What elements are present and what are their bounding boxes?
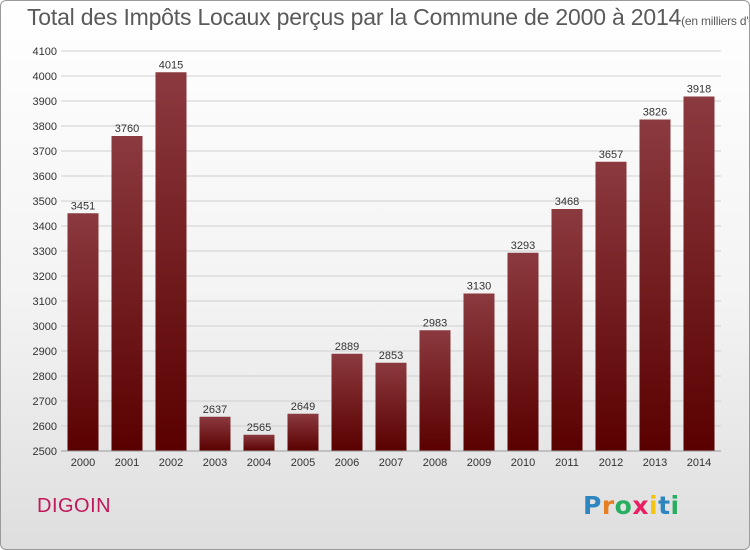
- bar-2008: [419, 330, 451, 451]
- y-tick-label: 3300: [33, 246, 57, 258]
- x-tick-label: 2000: [71, 457, 95, 469]
- bar-value-label: 2649: [291, 401, 315, 413]
- x-tick-label: 2014: [687, 457, 711, 469]
- bar-value-label: 3918: [687, 84, 711, 96]
- bar-2010: [507, 252, 539, 451]
- logo-letter: t: [658, 491, 671, 520]
- bar-value-label: 3657: [599, 149, 623, 161]
- bar-value-label: 3760: [115, 123, 139, 135]
- y-tick-label: 2600: [33, 421, 57, 433]
- logo-letter: i: [670, 491, 680, 520]
- y-tick-label: 3700: [33, 146, 57, 158]
- logo-letter: x: [632, 491, 649, 520]
- logo-letter: r: [601, 491, 615, 520]
- bar-2002: [155, 72, 187, 451]
- x-tick-label: 2004: [247, 457, 271, 469]
- x-tick-label: 2006: [335, 457, 359, 469]
- bar-value-label: 3130: [467, 281, 491, 293]
- x-tick-label: 2012: [599, 457, 623, 469]
- bar-value-label: 3293: [511, 240, 535, 252]
- bar-2009: [463, 293, 495, 451]
- y-tick-label: 2800: [33, 371, 57, 383]
- bar-2012: [595, 161, 627, 451]
- bar-value-label: 3451: [71, 200, 95, 212]
- x-tick-label: 2007: [379, 457, 403, 469]
- y-tick-label: 3500: [33, 196, 57, 208]
- bar-value-label: 2983: [423, 317, 447, 329]
- y-tick-label: 3600: [33, 171, 57, 183]
- y-tick-label: 4100: [33, 46, 57, 58]
- bar-value-label: 2565: [247, 422, 271, 434]
- bar-value-label: 3826: [643, 107, 667, 119]
- y-tick-label: 3200: [33, 271, 57, 283]
- y-tick-label: 2900: [33, 346, 57, 358]
- logo-letter: i: [649, 491, 659, 520]
- x-tick-label: 2001: [115, 457, 139, 469]
- bar-value-label: 3468: [555, 196, 579, 208]
- bar-value-label: 2637: [203, 404, 227, 416]
- bars: 3451 3760 4015 2637 2565 2649 2889 2853 2983 3130…: [67, 59, 715, 451]
- x-tick-label: 2002: [159, 457, 183, 469]
- bar-value-label: 4015: [159, 59, 183, 71]
- x-tick-label: 2003: [203, 457, 227, 469]
- bar-value-label: 2853: [379, 350, 403, 362]
- y-tick-label: 3100: [33, 296, 57, 308]
- bar-2007: [375, 362, 407, 451]
- y-tick-label: 3000: [33, 321, 57, 333]
- y-tick-label: 2500: [33, 446, 57, 458]
- bar-2013: [639, 119, 671, 451]
- chart-title-text: Total des Impôts Locaux perçus par la Co…: [27, 4, 682, 30]
- bar-2000: [67, 213, 99, 451]
- x-tick-label: 2008: [423, 457, 447, 469]
- chart-unit: (en milliers d'€): [681, 14, 749, 28]
- x-tick-label: 2009: [467, 457, 491, 469]
- logo-letter: o: [614, 491, 633, 520]
- x-tick-label: 2011: [555, 457, 579, 469]
- bar-2011: [551, 209, 583, 451]
- y-tick-label: 2700: [33, 396, 57, 408]
- bar-2004: [243, 434, 275, 451]
- bar-2005: [287, 413, 319, 451]
- x-tick-label: 2005: [291, 457, 315, 469]
- y-tick-label: 3900: [33, 96, 57, 108]
- logo-letter: P: [583, 491, 602, 520]
- x-tick-label: 2010: [511, 457, 535, 469]
- bar-2003: [199, 416, 231, 451]
- bar-2014: [683, 96, 715, 451]
- bar-2006: [331, 353, 363, 451]
- bar-value-label: 2889: [335, 341, 359, 353]
- y-tick-label: 3800: [33, 121, 57, 133]
- bar-2001: [111, 136, 143, 451]
- commune-name: DIGOIN: [37, 495, 112, 517]
- chart-title: Total des Impôts Locaux perçus par la Co…: [27, 4, 749, 31]
- proxiti-logo: Proxiti: [583, 491, 680, 520]
- y-tick-label: 4000: [33, 71, 57, 83]
- y-axis-ticks: 2500 2600 2700 2800 2900 3000 3100 3200 3300 3400…: [33, 46, 57, 458]
- y-tick-label: 3400: [33, 221, 57, 233]
- x-axis-ticks: 2000 2001 2002 2003 2004 2005 2006 2007 2008 2009…: [61, 450, 721, 469]
- x-tick-label: 2013: [643, 457, 667, 469]
